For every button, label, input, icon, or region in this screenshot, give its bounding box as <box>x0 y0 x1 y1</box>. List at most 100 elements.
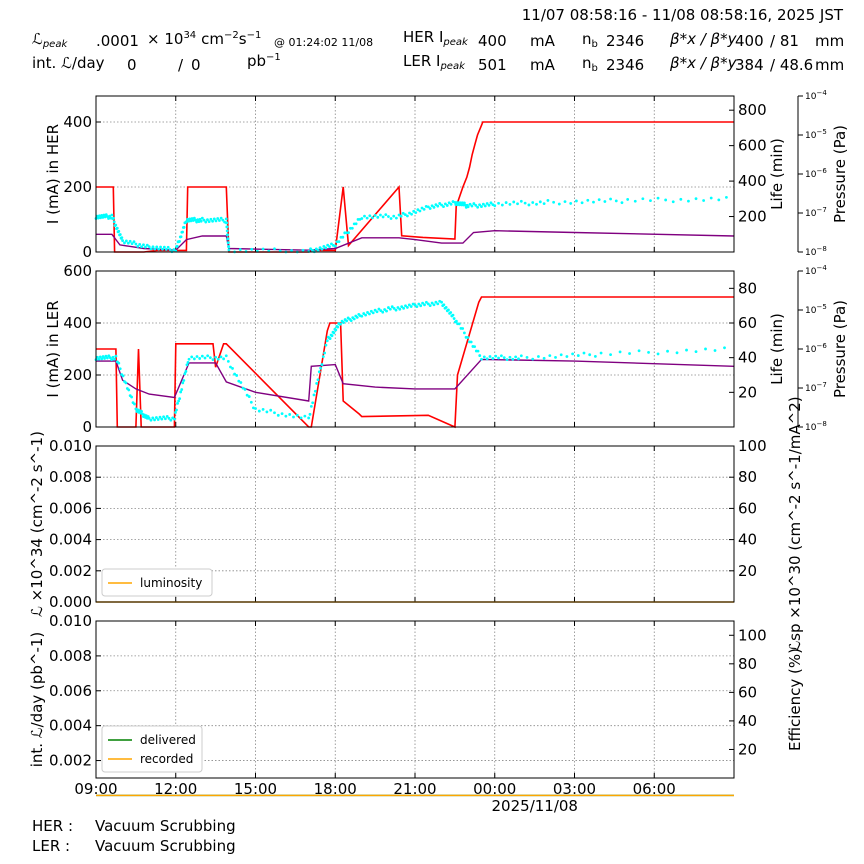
pressure-point <box>168 248 172 251</box>
pressure-point <box>387 306 390 309</box>
pressure-point <box>675 351 679 355</box>
y-axis-label: ℒ ×10^34 (cm^-2 s^-1) <box>28 431 46 617</box>
pressure-point <box>184 370 188 373</box>
pressure-point <box>685 348 688 352</box>
pressure-point <box>647 350 650 354</box>
pressure-point <box>208 356 212 360</box>
pressure-point <box>542 356 546 360</box>
pressure-point <box>112 220 116 224</box>
pressure-point <box>364 313 368 317</box>
pressure-point <box>574 199 578 203</box>
pressure-point <box>671 200 675 204</box>
pressure-point <box>206 218 209 222</box>
pressure-point <box>142 243 145 247</box>
ler-current-value: 501 <box>478 56 507 74</box>
pressure-point <box>452 317 456 320</box>
pressure-point <box>417 302 421 306</box>
pressure-point <box>312 393 316 397</box>
pressure-point <box>394 308 398 312</box>
pressure-point <box>105 356 109 360</box>
her-current-value: 400 <box>478 32 507 50</box>
pressure-point <box>349 319 353 323</box>
pressure-point <box>394 216 398 220</box>
pressure-point <box>586 198 590 202</box>
pressure-point <box>451 313 455 317</box>
y-axis-label: int. ℒ/day (pb^-1) <box>28 632 46 768</box>
integrated-luminosity-panel: 0.002 0.004 0.006 0.008 0.010 20 40 60 80 100 int.… <box>28 612 804 815</box>
pressure-point <box>365 216 369 220</box>
y-right-tick-label: 60 <box>738 683 757 701</box>
pressure-point <box>426 205 430 209</box>
pressure-point <box>713 349 717 352</box>
pressure-point <box>224 217 228 221</box>
pressure-tick-label: 10−7 <box>805 381 827 394</box>
pressure-point <box>717 198 721 202</box>
pressure-point <box>308 412 312 416</box>
her-beta-label: β*x / β*y <box>669 30 738 48</box>
pressure-point <box>181 230 184 234</box>
pressure-point <box>481 202 485 206</box>
pressure-point <box>320 363 324 366</box>
y-tick-label: 0.004 <box>49 531 92 549</box>
pressure-point <box>183 372 187 376</box>
pressure-point <box>354 222 358 226</box>
pressure-point <box>466 336 470 339</box>
pressure-point <box>384 213 388 216</box>
pressure-point <box>303 414 307 418</box>
y-tick-label: 200 <box>63 178 92 196</box>
pressure-point <box>226 233 229 237</box>
pressure-point <box>161 247 164 251</box>
y-tick-label: 0.010 <box>49 437 92 455</box>
pressure-point <box>523 201 527 205</box>
y-right-axis-label: ℒsp ×10^30 (cm^-2 s^-1/mA^2) <box>786 396 804 651</box>
pressure-point <box>151 416 155 420</box>
pressure-point <box>115 226 119 230</box>
pressure-point <box>226 241 230 244</box>
pressure-point <box>273 411 276 415</box>
pressure-point <box>315 381 319 385</box>
x-tick-label: 21:00 <box>393 780 436 798</box>
y-right-tick-label: 100 <box>738 437 767 455</box>
pressure-point <box>554 355 557 359</box>
pressure-point <box>620 201 624 205</box>
pressure-point <box>398 307 402 311</box>
pressure-point <box>98 355 102 359</box>
pressure-point <box>103 215 107 219</box>
pressure-point <box>371 311 375 315</box>
pressure-point <box>334 328 338 332</box>
pressure-point <box>723 346 726 350</box>
pressure-point <box>101 215 105 219</box>
pressure-point <box>424 300 428 304</box>
pressure-point <box>173 417 176 421</box>
pressure-point <box>337 240 341 244</box>
pressure-point <box>284 414 288 418</box>
pressure-point <box>111 355 115 359</box>
pressure-point <box>373 308 377 312</box>
pressure-point <box>118 233 122 236</box>
pressure-point <box>159 245 162 249</box>
her-mode-label: HER : <box>32 817 73 835</box>
x-tick-label: 03:00 <box>553 780 596 798</box>
pressure-point <box>261 407 265 411</box>
pressure-point <box>211 219 214 223</box>
pressure-point <box>478 203 481 207</box>
pressure-point <box>180 388 184 391</box>
pressure-point <box>633 199 637 203</box>
pressure-point <box>694 350 698 354</box>
pressure-point <box>184 220 188 224</box>
pressure-point <box>592 200 595 204</box>
x-tick-label: 15:00 <box>234 780 277 798</box>
pressure-point <box>440 203 443 207</box>
pressure-point <box>537 355 540 358</box>
pressure-point <box>401 211 405 215</box>
pressure-point <box>447 201 451 205</box>
pressure-point <box>557 202 561 206</box>
pressure-point <box>218 219 221 222</box>
pressure-point <box>428 304 432 308</box>
pressure-point <box>112 216 115 220</box>
pressure-point <box>725 195 728 199</box>
pressure-point <box>418 209 422 213</box>
pressure-point <box>383 308 387 311</box>
pressure-point <box>493 204 497 208</box>
pressure-point <box>434 300 438 304</box>
